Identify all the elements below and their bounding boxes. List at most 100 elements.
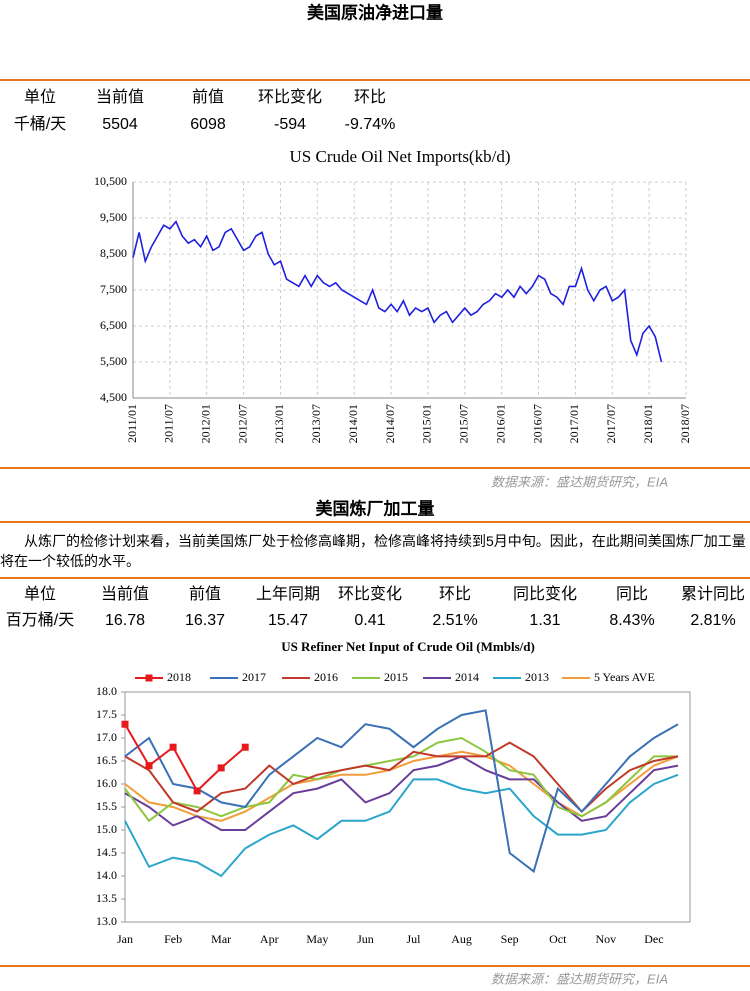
y-tick-label: 4,500 bbox=[100, 390, 127, 404]
legend-label: 2014 bbox=[455, 670, 479, 684]
table-cell: 百万桶/天 bbox=[6, 611, 74, 629]
y-tick-label: 16.5 bbox=[96, 753, 117, 767]
data-line bbox=[132, 220, 663, 363]
x-tick-label: 2016/01 bbox=[493, 404, 507, 443]
x-tick-label: 2013/07 bbox=[309, 404, 323, 443]
y-tick-label: 8,500 bbox=[100, 246, 127, 260]
x-tick-label: Mar bbox=[211, 932, 231, 946]
y-tick-label: 17.5 bbox=[96, 707, 117, 721]
table-cell: 2.51% bbox=[432, 612, 477, 629]
y-tick-label: 14.5 bbox=[96, 845, 117, 859]
legend-marker bbox=[145, 674, 153, 682]
table-header: 单位 bbox=[24, 88, 56, 106]
x-tick-label: 2013/01 bbox=[272, 404, 286, 443]
table-header: 前值 bbox=[192, 88, 224, 106]
y-tick-label: 18.0 bbox=[96, 684, 117, 698]
series-line bbox=[124, 755, 679, 831]
y-tick-label: 10,500 bbox=[94, 174, 127, 188]
legend-label: 2016 bbox=[314, 670, 338, 684]
x-tick-label: 2012/07 bbox=[235, 404, 249, 443]
table-header: 上年同期 bbox=[256, 585, 320, 603]
table-header: 环比变化 bbox=[338, 585, 402, 603]
table-cell: 1.31 bbox=[529, 612, 560, 629]
table-cell: -594 bbox=[274, 116, 306, 133]
legend-label: 2013 bbox=[525, 670, 549, 684]
x-tick-label: 2012/01 bbox=[198, 404, 212, 443]
table-cell: -9.74% bbox=[345, 116, 396, 133]
x-tick-label: Oct bbox=[549, 932, 567, 946]
table-header: 累计同比 bbox=[681, 585, 745, 603]
series-line bbox=[124, 773, 679, 878]
marker bbox=[121, 720, 129, 728]
y-tick-label: 15.0 bbox=[96, 822, 117, 836]
y-tick-label: 17.0 bbox=[96, 730, 117, 744]
table-header: 环比 bbox=[354, 88, 386, 106]
x-tick-label: 2018/07 bbox=[678, 404, 692, 443]
table-header: 当前值 bbox=[101, 585, 149, 603]
plot-frame bbox=[124, 691, 691, 923]
table-header: 当前值 bbox=[96, 88, 144, 106]
section-title: 美国炼厂加工量 bbox=[316, 498, 435, 518]
x-tick-label: Aug bbox=[451, 932, 472, 946]
source: 数据来源：盛达期货研究，EIA bbox=[491, 474, 668, 489]
legend-label: 2015 bbox=[384, 670, 408, 684]
series-line bbox=[124, 736, 678, 823]
x-tick-label: Jan bbox=[117, 932, 133, 946]
table-header: 单位 bbox=[24, 585, 56, 603]
marker bbox=[145, 762, 153, 770]
table-cell: 16.37 bbox=[185, 612, 225, 629]
table-header: 同比 bbox=[616, 585, 648, 603]
table-cell: 16.78 bbox=[105, 612, 145, 629]
chart-title: US Crude Oil Net Imports(kb/d) bbox=[290, 147, 511, 166]
x-tick-label: 2014/07 bbox=[383, 404, 397, 443]
table-cell: 6098 bbox=[190, 116, 226, 133]
y-tick-label: 5,500 bbox=[100, 354, 127, 368]
x-tick-label: Jul bbox=[407, 932, 422, 946]
series-line bbox=[124, 723, 246, 793]
marker bbox=[217, 764, 225, 772]
x-tick-label: Jun bbox=[357, 932, 374, 946]
x-tick-label: Apr bbox=[260, 932, 279, 946]
x-tick-label: 2011/01 bbox=[125, 404, 139, 443]
chart-title: US Refiner Net Input of Crude Oil (Mmbls… bbox=[281, 639, 535, 654]
y-tick-label: 15.5 bbox=[96, 799, 117, 813]
y-tick-label: 7,500 bbox=[100, 282, 127, 296]
marker bbox=[193, 787, 201, 795]
x-tick-label: 2016/07 bbox=[530, 404, 544, 443]
table-cell: 8.43% bbox=[609, 612, 654, 629]
table-cell: 千桶/天 bbox=[14, 115, 66, 133]
x-tick-label: 2017/07 bbox=[604, 404, 618, 443]
source: 数据来源：盛达期货研究，EIA bbox=[491, 971, 668, 986]
x-tick-label: 2017/01 bbox=[567, 404, 581, 443]
y-tick-label: 16.0 bbox=[96, 776, 117, 790]
table-cell: 5504 bbox=[102, 116, 138, 133]
x-tick-label: 2015/07 bbox=[457, 404, 471, 443]
series-line bbox=[124, 709, 679, 874]
y-tick-label: 13.5 bbox=[96, 891, 117, 905]
y-tick-label: 13.0 bbox=[96, 914, 117, 928]
table-cell: 2.81% bbox=[690, 612, 735, 629]
marker bbox=[241, 743, 249, 751]
marker bbox=[169, 743, 177, 751]
table-header: 环比 bbox=[439, 585, 471, 603]
section-title: 美国原油净进口量 bbox=[307, 2, 443, 22]
table-header: 前值 bbox=[189, 585, 221, 603]
y-tick-label: 6,500 bbox=[100, 318, 127, 332]
paragraph: 从炼厂的检修计划来看，当前美国炼厂处于检修高峰期，检修高峰将持续到5月中旬。因此… bbox=[0, 533, 746, 569]
legend-label: 2017 bbox=[242, 670, 266, 684]
y-tick-label: 14.0 bbox=[96, 868, 117, 882]
x-tick-label: 2018/01 bbox=[641, 404, 655, 443]
x-tick-label: Dec bbox=[644, 932, 663, 946]
y-tick-label: 9,500 bbox=[100, 210, 127, 224]
x-tick-label: 2011/07 bbox=[162, 404, 176, 443]
x-tick-label: May bbox=[306, 932, 328, 946]
x-tick-label: Sep bbox=[501, 932, 519, 946]
x-tick-label: 2015/01 bbox=[420, 404, 434, 443]
x-tick-label: 2014/01 bbox=[346, 404, 360, 443]
table-cell: 15.47 bbox=[268, 612, 308, 629]
legend-label: 5 Years AVE bbox=[594, 670, 655, 684]
table-cell: 0.41 bbox=[354, 612, 385, 629]
table-header: 环比变化 bbox=[258, 88, 322, 106]
